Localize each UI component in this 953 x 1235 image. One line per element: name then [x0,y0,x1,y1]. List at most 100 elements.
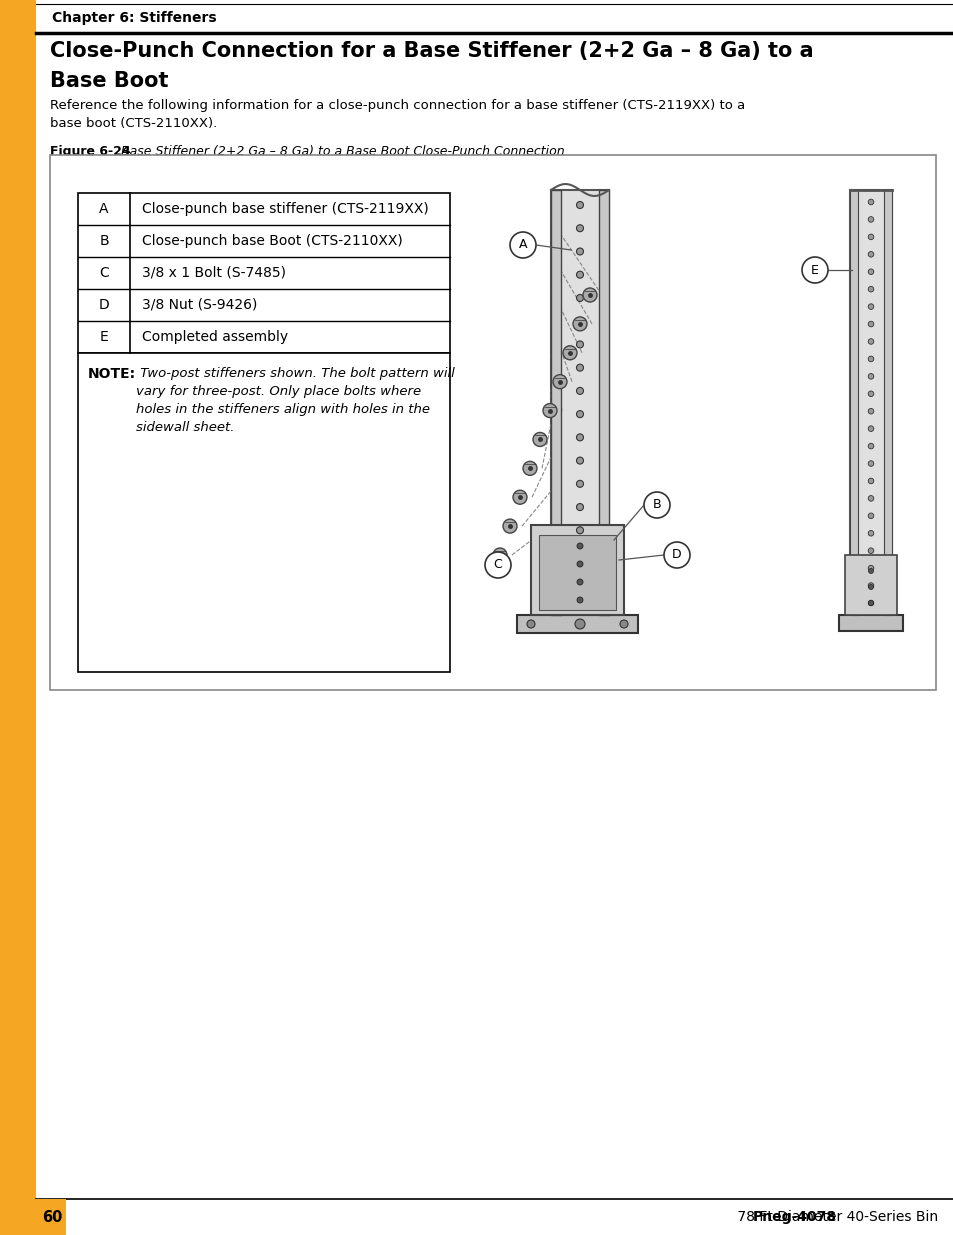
Text: C: C [493,558,502,572]
Circle shape [867,443,873,448]
Bar [844,555,896,615]
Circle shape [801,257,827,283]
Text: Figure 6-24: Figure 6-24 [50,144,131,158]
Circle shape [576,364,583,372]
Text: holes in the stiffeners align with holes in the: holes in the stiffeners align with holes… [136,403,430,416]
Circle shape [553,374,566,389]
Circle shape [576,480,583,488]
Bar [551,190,608,615]
Circle shape [867,531,873,536]
Circle shape [576,272,583,278]
Circle shape [575,619,584,629]
Circle shape [867,321,873,327]
Circle shape [502,519,517,534]
Text: Close-punch base Boot (CTS-2110XX): Close-punch base Boot (CTS-2110XX) [142,233,402,248]
Bar [531,525,623,615]
Text: 60: 60 [42,1209,62,1224]
Circle shape [577,579,582,585]
Text: Reference the following information for a close-punch connection for a base stif: Reference the following information for … [50,99,744,112]
Text: D: D [98,298,110,312]
Circle shape [576,225,583,232]
Text: base boot (CTS-2110XX).: base boot (CTS-2110XX). [50,117,217,130]
Circle shape [576,527,583,534]
Bar [78,193,450,353]
Circle shape [867,269,873,274]
Bar [517,615,638,634]
Circle shape [867,373,873,379]
Circle shape [663,542,689,568]
Circle shape [867,235,873,240]
Text: B: B [652,499,660,511]
Text: Two-post stiffeners shown. The bolt pattern will: Two-post stiffeners shown. The bolt patt… [136,367,455,380]
Bar [538,535,616,610]
Circle shape [867,252,873,257]
Circle shape [867,304,873,310]
Bar [838,615,902,631]
Circle shape [867,513,873,519]
Circle shape [484,552,511,578]
Circle shape [576,457,583,464]
Text: sidewall sheet.: sidewall sheet. [136,421,234,433]
Bar [0,1199,66,1235]
Circle shape [576,294,583,301]
Circle shape [867,216,873,222]
Circle shape [576,573,583,580]
Circle shape [867,600,873,605]
Circle shape [643,492,669,517]
Circle shape [576,597,583,604]
Text: C: C [99,266,109,280]
Text: Base Boot: Base Boot [50,70,169,91]
Circle shape [867,583,873,588]
Circle shape [513,490,526,504]
Circle shape [493,548,506,562]
Circle shape [576,550,583,557]
Circle shape [867,338,873,345]
Text: A: A [518,238,527,252]
Bar [50,156,935,690]
Circle shape [576,433,583,441]
Text: E: E [810,263,818,277]
Circle shape [576,410,583,417]
Circle shape [542,404,557,417]
Circle shape [619,620,627,629]
Bar [78,353,450,672]
Circle shape [577,561,582,567]
Circle shape [867,199,873,205]
Circle shape [867,584,873,589]
Circle shape [577,597,582,603]
Text: vary for three-post. Only place bolts where: vary for three-post. Only place bolts wh… [136,385,420,398]
Bar [551,190,560,615]
Circle shape [867,568,873,573]
Circle shape [576,341,583,348]
Circle shape [577,543,582,550]
Circle shape [867,495,873,501]
Circle shape [526,620,535,629]
Text: 78 Ft Diameter 40-Series Bin: 78 Ft Diameter 40-Series Bin [732,1210,937,1224]
Bar [849,190,857,615]
Circle shape [562,346,577,359]
Text: E: E [99,330,109,345]
Circle shape [522,462,537,475]
Circle shape [867,478,873,484]
Circle shape [582,288,597,303]
Circle shape [576,201,583,209]
Text: Close-punch base stiffener (CTS-2119XX): Close-punch base stiffener (CTS-2119XX) [142,203,428,216]
Bar [0,0,36,1235]
Bar [849,190,891,615]
Circle shape [576,388,583,394]
Text: 3/8 x 1 Bolt (S-7485): 3/8 x 1 Bolt (S-7485) [142,266,286,280]
Circle shape [576,504,583,510]
Bar [883,190,891,615]
Circle shape [576,248,583,254]
Circle shape [867,566,873,571]
Text: Completed assembly: Completed assembly [142,330,288,345]
Circle shape [867,356,873,362]
Circle shape [867,391,873,396]
Text: NOTE:: NOTE: [88,367,136,382]
Text: B: B [99,233,109,248]
Circle shape [867,600,873,606]
Circle shape [867,461,873,467]
Text: Close-Punch Connection for a Base Stiffener (2+2 Ga – 8 Ga) to a: Close-Punch Connection for a Base Stiffe… [50,41,813,61]
Text: Pneg-4078: Pneg-4078 [752,1210,836,1224]
Text: Base Stiffener (2+2 Ga – 8 Ga) to a Base Boot Close-Punch Connection: Base Stiffener (2+2 Ga – 8 Ga) to a Base… [117,144,564,158]
